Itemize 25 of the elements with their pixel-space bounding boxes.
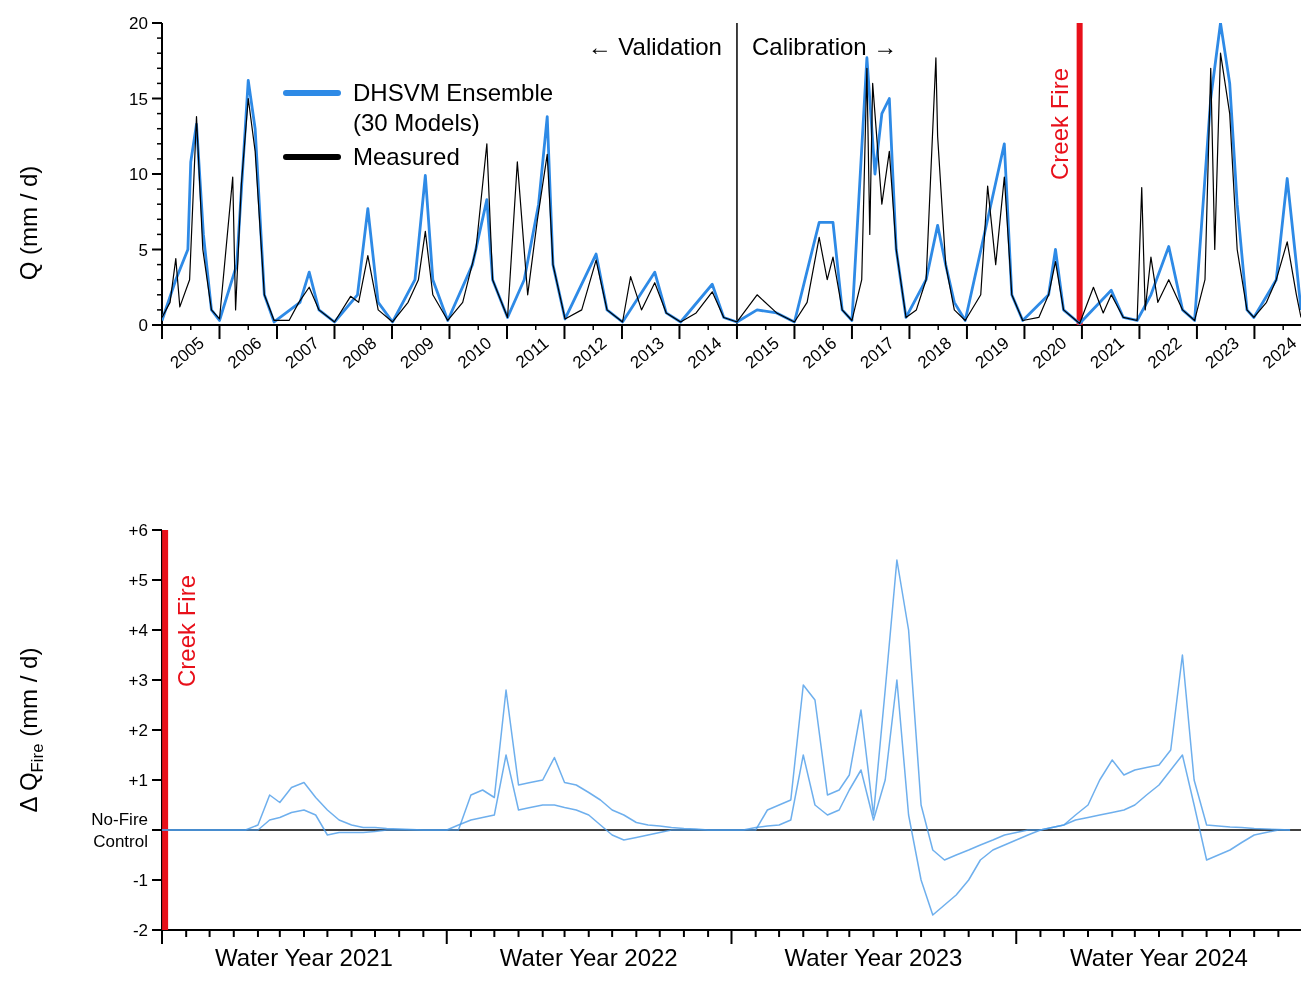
y-tick-label: -2 [132, 920, 148, 940]
legend-label: DHSVM Ensemble (30 Models) [353, 78, 555, 138]
y-tick-label: 0 [138, 315, 148, 335]
y-tick-label: +3 [128, 670, 148, 690]
y-tick-label: -1 [132, 870, 148, 890]
legend-label: Measured [353, 142, 460, 172]
y-tick-label: 15 [129, 89, 148, 108]
y-tick-label: +2 [128, 720, 148, 740]
y-tick-label: +1 [128, 770, 148, 790]
y-tick-label: 20 [129, 13, 148, 33]
y-tick-label: +4 [128, 620, 148, 640]
ref-line-label: Creek Fire [173, 575, 201, 688]
y-tick-label: No-Fire Control [91, 809, 148, 851]
x-tick-label: Water Year 2024 [1070, 944, 1248, 971]
y-tick-label: +6 [128, 520, 148, 540]
x-tick-label: Water Year 2023 [784, 944, 963, 971]
ref-line-label: Creek Fire [1045, 68, 1073, 181]
x-tick-label: Water Year 2021 [215, 944, 393, 971]
y-axis-title: Q (mm / d) [14, 165, 42, 281]
annotation: Calibration → [751, 33, 898, 60]
y-tick-label: 10 [129, 164, 148, 184]
y-tick-label: +5 [128, 570, 148, 590]
y-tick-label: 5 [138, 240, 148, 259]
annotation: ← Validation [587, 33, 722, 60]
x-tick-label: Water Year 2022 [499, 944, 678, 971]
